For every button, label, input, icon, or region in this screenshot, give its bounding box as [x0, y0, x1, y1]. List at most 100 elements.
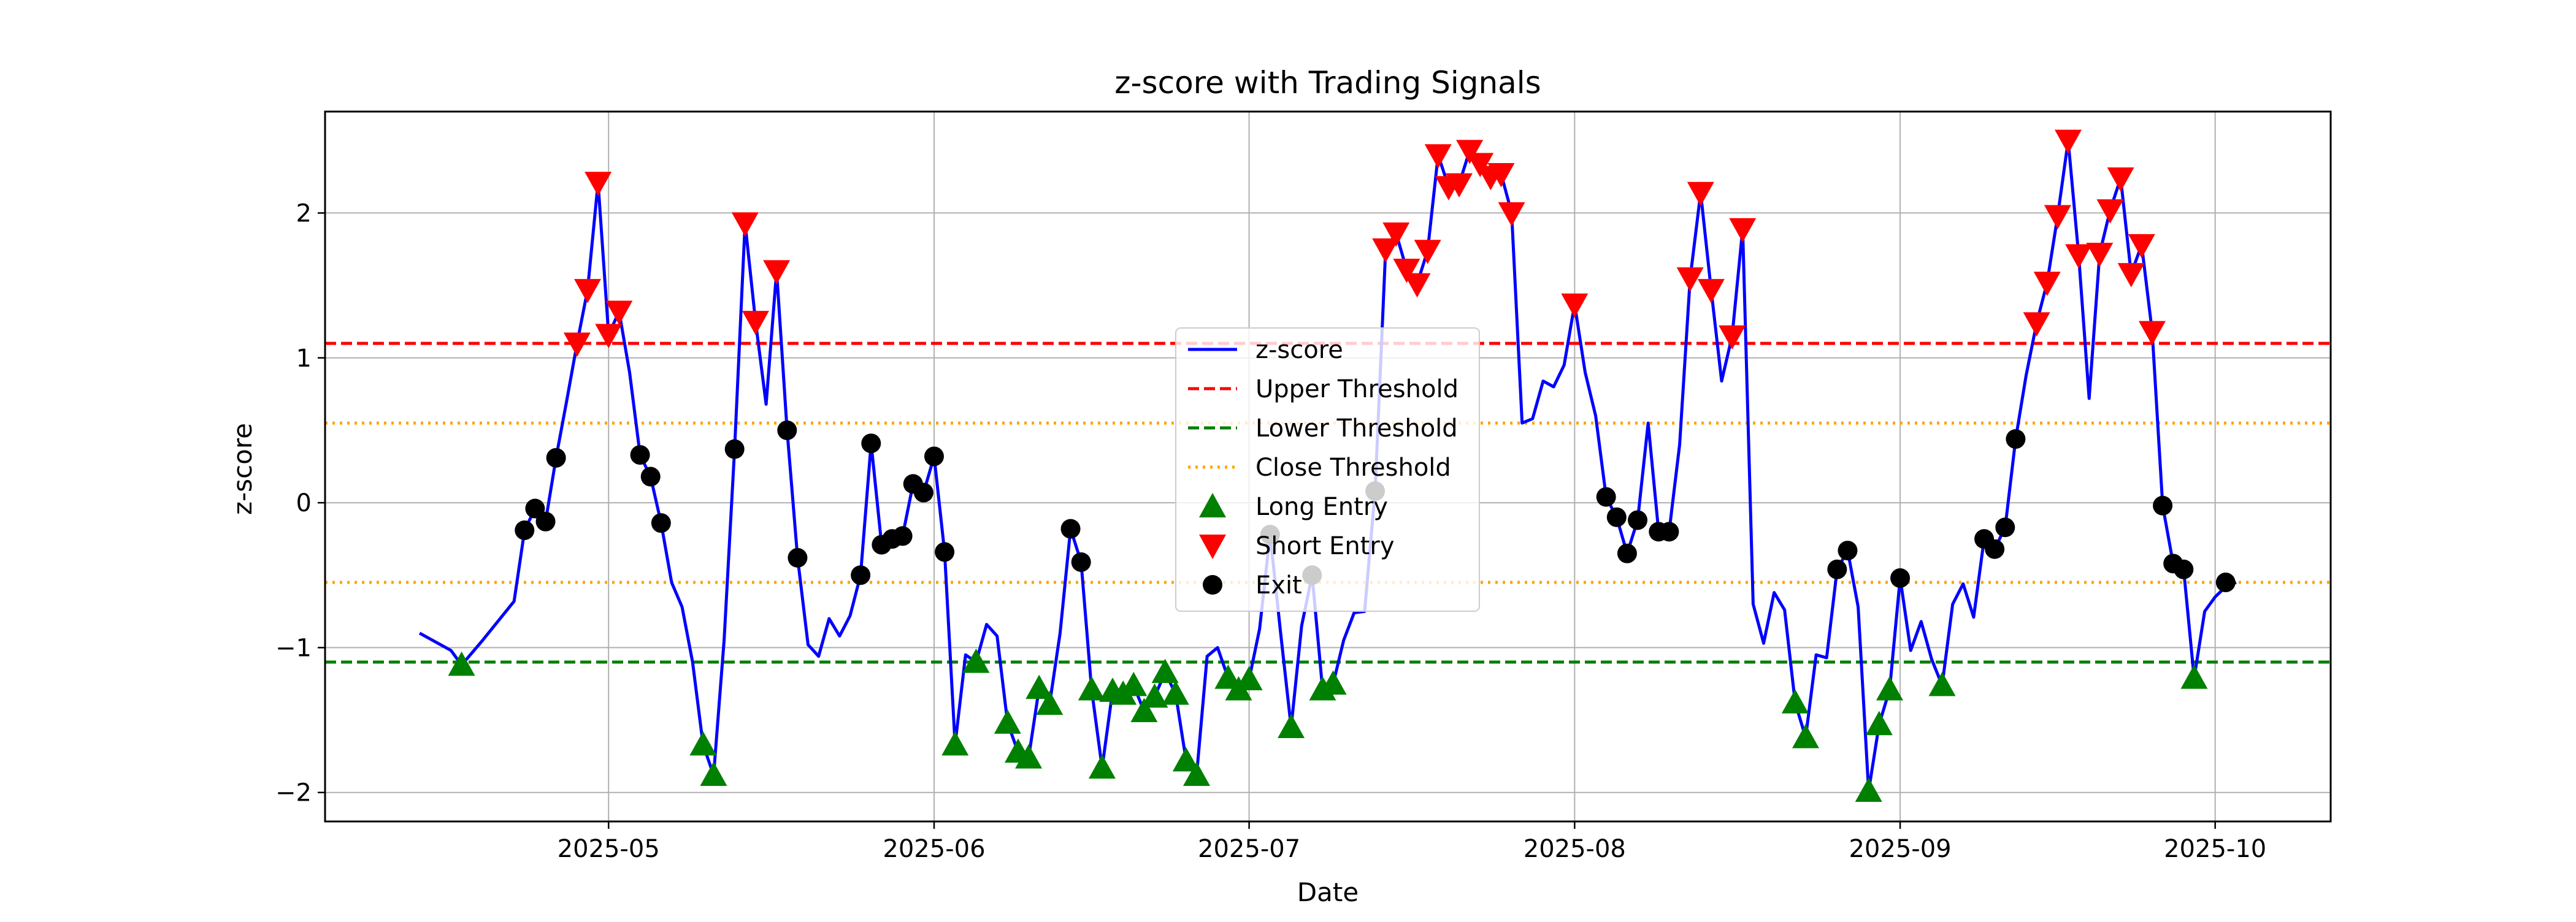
short-entry-marker [1446, 173, 1473, 198]
legend-label: Long Entry [1255, 493, 1388, 521]
chart-title: z-score with Trading Signals [1114, 65, 1541, 101]
tick-layer: 2025-05 2025-06 2025-07 2025-08 2025-09 2025-… [275, 199, 2266, 863]
legend-box [1175, 327, 1480, 612]
short-entry-marker [1719, 325, 1746, 350]
short-entry-marker [2054, 129, 2082, 154]
short-entry-marker [731, 212, 759, 237]
short-entry-marker [1403, 273, 1431, 298]
exit-marker [546, 448, 566, 468]
x-tick-label: 2025-06 [883, 835, 985, 863]
legend: z-score Upper Threshold Lower Threshold Clo… [1175, 327, 1480, 612]
short-entry-marker [763, 260, 791, 284]
long-entry-marker [1183, 761, 1210, 786]
exit-marker [924, 446, 944, 467]
y-axis-label: z-score [228, 423, 258, 515]
exit-marker [630, 445, 650, 465]
short-entry-marker [2023, 312, 2050, 337]
legend-label: Lower Threshold [1255, 414, 1458, 443]
long-entry-marker [1781, 689, 1809, 714]
legend-swatch-short [1199, 535, 1226, 559]
long-entry-marker [1792, 723, 1819, 749]
short-entry-marker [1729, 218, 1757, 243]
x-tick-label: 2025-07 [1198, 835, 1300, 863]
y-tick-label: 2 [296, 199, 312, 227]
long-entry-marker [1172, 747, 1200, 772]
exit-marker [525, 498, 545, 519]
x-tick-label: 2025-10 [2164, 835, 2266, 863]
long-entry-marker [1214, 665, 1242, 689]
short-entry-marker [1561, 293, 1589, 318]
exit-marker [788, 547, 808, 568]
long-entry-marker [1141, 683, 1168, 708]
short-entry-marker [2096, 199, 2124, 224]
exit-marker [1071, 552, 1091, 572]
x-tick-label: 2025-09 [1849, 835, 1951, 863]
legend-label: Close Threshold [1255, 454, 1451, 482]
short-entry-marker [1393, 258, 1420, 283]
exit-marker [935, 542, 955, 562]
exit-marker [1995, 517, 2015, 538]
short-entry-marker [1414, 240, 1441, 264]
short-entry-marker [1487, 163, 1515, 188]
short-entry-marker [2117, 263, 2145, 288]
long-entry-marker [1078, 676, 1105, 701]
short-entry-marker [1697, 279, 1725, 303]
long-entry-marker [1088, 754, 1116, 779]
long-entry-marker [2180, 665, 2208, 689]
long-entry-marker [1876, 676, 1903, 701]
short-entry-marker [1424, 144, 1452, 169]
exit-marker [1628, 510, 1648, 530]
long-entry-marker [1865, 711, 1893, 736]
short-entry-marker [1676, 267, 1704, 292]
long-entry-marker [1928, 671, 1956, 696]
short-entry-marker [1687, 181, 1714, 207]
y-tick-label: −1 [275, 634, 312, 662]
exit-marker [2006, 429, 2026, 449]
long-entry-marker [1036, 690, 1064, 715]
long-entry-marker [1015, 744, 1043, 769]
legend-swatch-exit [1203, 575, 1222, 595]
long-entry-marker [1120, 671, 1148, 696]
short-entry-marker [2033, 272, 2061, 296]
long-entry-marker [994, 709, 1021, 734]
exit-marker [1060, 519, 1081, 539]
exit-marker [640, 467, 661, 487]
y-tick-label: 1 [296, 345, 312, 373]
y-tick-label: 0 [296, 489, 312, 517]
exit-marker [892, 526, 913, 546]
legend-label: Upper Threshold [1255, 375, 1459, 403]
exit-marker [2215, 573, 2236, 593]
short-entry-marker [605, 300, 633, 326]
exit-marker [1827, 559, 1847, 579]
long-entry-marker [941, 731, 969, 756]
short-entry-marker [574, 279, 602, 303]
long-entry-marker [700, 761, 727, 786]
short-entry-marker [2138, 321, 2166, 346]
long-entry-marker [1235, 666, 1263, 690]
exit-marker [861, 433, 881, 454]
exit-marker [851, 565, 871, 585]
short-entry-marker [595, 324, 623, 348]
exit-marker [2174, 559, 2194, 579]
exit-marker [1985, 539, 2005, 559]
long-entry-marker [962, 649, 990, 673]
short-entry-marker [1466, 153, 1494, 178]
exit-marker [913, 482, 933, 503]
marker-layer [448, 129, 2236, 802]
short-entry-marker [1498, 202, 1525, 227]
short-entry-marker [2044, 205, 2071, 230]
legend-label: Exit [1255, 571, 1302, 600]
long-entry-marker [689, 731, 717, 756]
exit-marker [724, 439, 745, 459]
short-entry-marker [1456, 140, 1484, 164]
plot-frame [324, 110, 2332, 823]
exit-marker [1890, 568, 1911, 588]
short-entry-marker [2086, 243, 2114, 267]
short-entry-marker [563, 332, 591, 357]
exit-marker [651, 513, 671, 533]
exit-marker [1596, 487, 1616, 507]
exit-marker [1617, 543, 1637, 563]
short-entry-marker [2065, 244, 2093, 269]
